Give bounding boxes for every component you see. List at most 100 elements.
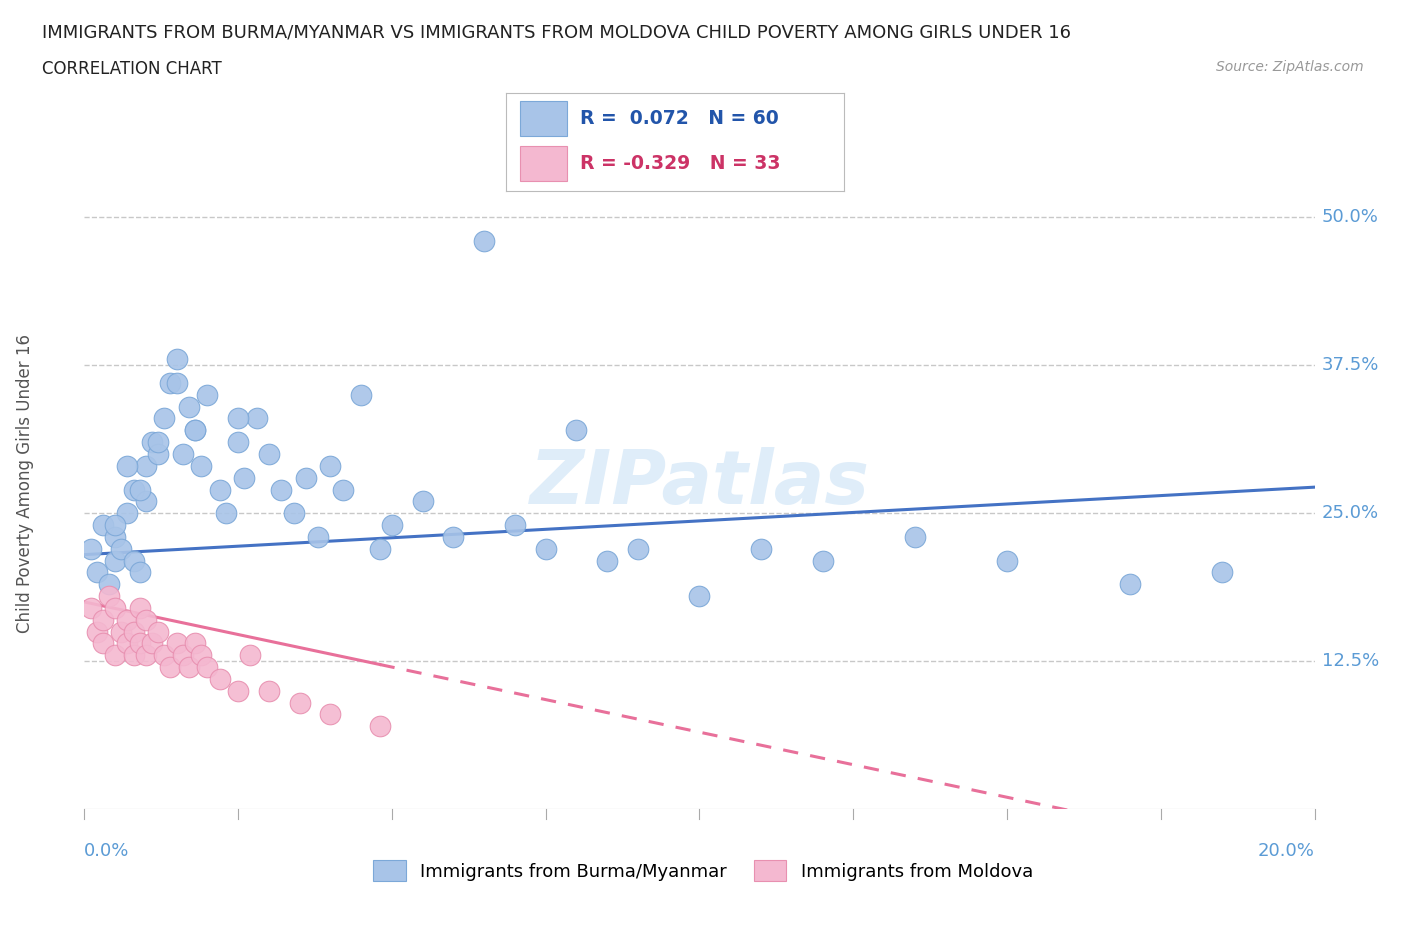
Point (104, 648, 127, 663)
Point (98, 577, 120, 591)
Point (226, 411, 249, 426)
Text: ZIPatlas: ZIPatlas (530, 447, 869, 520)
Text: CORRELATION CHART: CORRELATION CHART (42, 60, 222, 78)
Point (141, 636, 163, 651)
Point (128, 636, 150, 651)
Point (811, 553, 834, 568)
Text: R = -0.329   N = 33: R = -0.329 N = 33 (581, 153, 780, 173)
Point (79, 601, 101, 616)
Point (122, 553, 145, 568)
Point (215, 506, 238, 521)
Point (197, 659, 219, 674)
Point (381, 518, 404, 533)
Point (86, 565, 108, 579)
Point (104, 518, 127, 533)
Point (257, 446, 280, 461)
Point (135, 612, 157, 627)
Point (472, 233, 495, 248)
Point (104, 601, 127, 616)
Point (117, 612, 139, 627)
Point (208, 671, 231, 686)
Point (368, 541, 391, 556)
Point (689, 589, 711, 604)
Point (368, 719, 391, 734)
Text: 20.0%: 20.0% (1258, 842, 1315, 860)
Point (135, 494, 157, 509)
Point (190, 458, 212, 473)
Point (148, 624, 170, 639)
Point (159, 376, 181, 391)
Point (184, 636, 207, 651)
Point (128, 482, 150, 497)
Point (319, 458, 342, 473)
Point (350, 388, 373, 403)
Point (596, 553, 619, 568)
Point (166, 636, 188, 651)
Point (534, 541, 557, 556)
Point (1211, 565, 1233, 579)
Point (104, 529, 127, 544)
Point (503, 518, 526, 533)
Point (288, 695, 311, 710)
Point (122, 648, 145, 663)
Point (148, 434, 170, 449)
Point (91, 612, 114, 627)
Point (128, 565, 150, 579)
Point (98, 589, 120, 604)
Point (177, 659, 200, 674)
Point (159, 659, 181, 674)
Point (233, 471, 256, 485)
Point (86, 624, 108, 639)
Point (79, 541, 101, 556)
Point (153, 411, 176, 426)
Point (565, 423, 588, 438)
Point (239, 648, 262, 663)
Point (104, 553, 127, 568)
Point (166, 376, 188, 391)
Point (172, 446, 194, 461)
Point (197, 388, 219, 403)
Point (110, 541, 132, 556)
Point (153, 648, 176, 663)
Text: R =  0.072   N = 60: R = 0.072 N = 60 (581, 109, 779, 128)
Point (627, 541, 650, 556)
Point (208, 482, 231, 497)
Point (190, 648, 212, 663)
Bar (520, 100, 567, 136)
Point (110, 624, 132, 639)
Point (904, 529, 927, 544)
Point (184, 423, 207, 438)
Point (319, 707, 342, 722)
Text: Source: ZipAtlas.com: Source: ZipAtlas.com (1216, 60, 1364, 74)
Text: IMMIGRANTS FROM BURMA/MYANMAR VS IMMIGRANTS FROM MOLDOVA CHILD POVERTY AMONG GIR: IMMIGRANTS FROM BURMA/MYANMAR VS IMMIGRA… (42, 23, 1071, 41)
Point (270, 482, 292, 497)
Point (184, 423, 207, 438)
Point (135, 458, 157, 473)
Point (177, 399, 200, 414)
Point (295, 471, 318, 485)
Point (91, 518, 114, 533)
Point (148, 446, 170, 461)
Text: 12.5%: 12.5% (1322, 652, 1379, 671)
Point (283, 506, 305, 521)
Point (257, 684, 280, 698)
Point (122, 624, 145, 639)
Point (226, 684, 249, 698)
Point (443, 529, 465, 544)
Point (226, 434, 249, 449)
Point (166, 352, 188, 366)
Point (246, 411, 269, 426)
Point (995, 553, 1018, 568)
Point (135, 648, 157, 663)
Text: 37.5%: 37.5% (1322, 356, 1379, 374)
Bar (520, 146, 567, 180)
Point (117, 636, 139, 651)
Text: 50.0%: 50.0% (1322, 208, 1378, 226)
Point (412, 494, 434, 509)
Point (332, 482, 354, 497)
Point (1119, 577, 1142, 591)
Point (749, 541, 772, 556)
Text: Child Poverty Among Girls Under 16: Child Poverty Among Girls Under 16 (17, 334, 34, 633)
Point (122, 482, 145, 497)
Point (91, 636, 114, 651)
